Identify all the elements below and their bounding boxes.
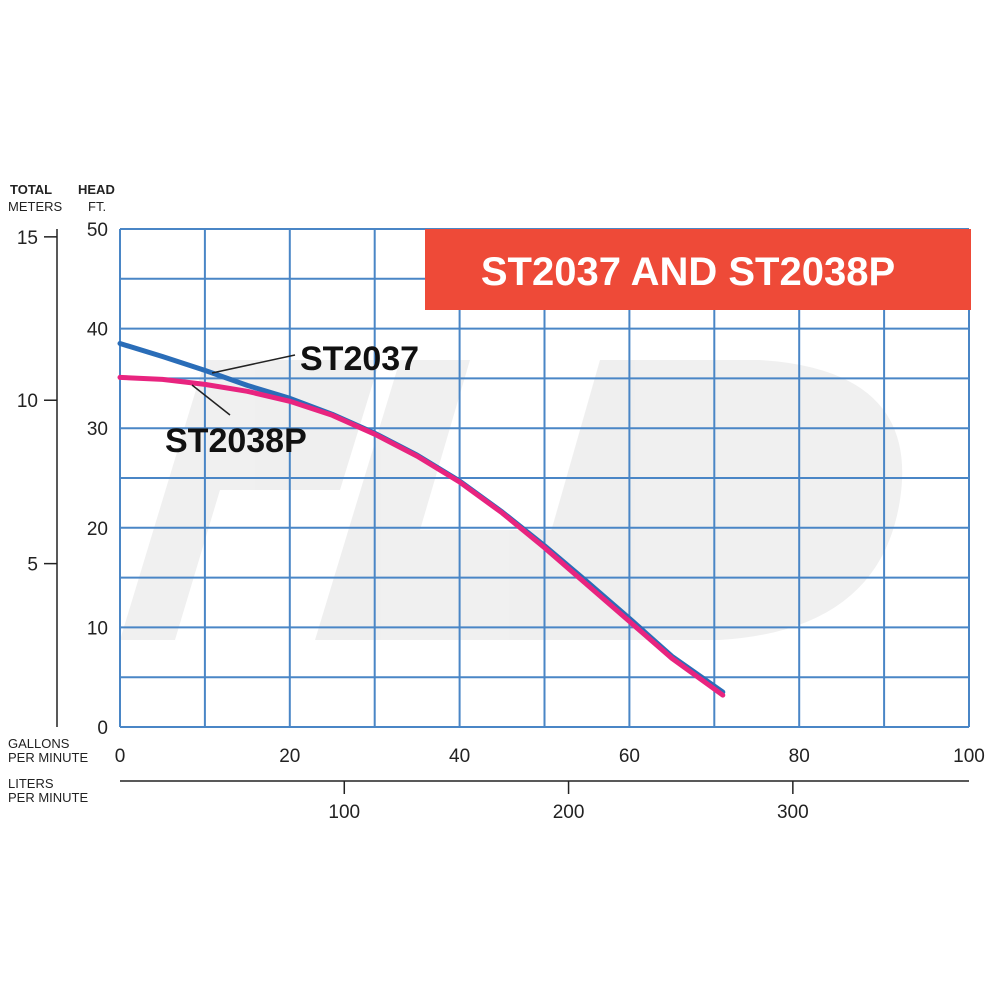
axes: 0 10 20 30 40 50 5 10 15 0 20 40 60 80 100 100 200 300 <box>17 220 985 823</box>
y-tick-ft: 10 <box>87 618 108 639</box>
x-tick-gpm: 20 <box>279 746 300 767</box>
x-tick-gpm: 40 <box>449 746 470 767</box>
left-axis-header-line1: TOTAL <box>10 182 52 197</box>
series-label-st2037: ST2037 <box>300 340 419 378</box>
x-label-lpm-line2: PER MINUTE <box>8 790 89 805</box>
x-tick-lpm: 300 <box>777 802 809 823</box>
y-tick-m: 15 <box>17 228 38 249</box>
right-axis-header-line1: HEAD <box>78 182 115 197</box>
x-tick-lpm: 200 <box>553 802 585 823</box>
y-tick-m: 5 <box>27 555 38 576</box>
st2038p-leader-line <box>191 384 231 416</box>
left-axis-header-line2: METERS <box>8 199 63 214</box>
y-tick-ft: 50 <box>87 220 108 241</box>
x-tick-gpm: 80 <box>789 746 810 767</box>
y-tick-ft: 20 <box>87 519 108 540</box>
title-box <box>425 229 971 310</box>
x-tick-gpm: 100 <box>953 746 985 767</box>
y-tick-m: 10 <box>17 391 38 412</box>
y-tick-ft: 30 <box>87 419 108 440</box>
series-line-st2038p <box>117 374 726 698</box>
chart-title: ST2037 AND ST2038P <box>481 250 895 294</box>
y-tick-ft: 40 <box>87 320 108 341</box>
x-label-lpm-line1: LITERS <box>8 776 54 791</box>
right-axis-header-line2: FT. <box>88 199 106 214</box>
series <box>117 341 726 698</box>
x-tick-gpm: 60 <box>619 746 640 767</box>
series-label-st2038p: ST2038P <box>165 422 307 460</box>
st2037-leader-line <box>211 354 296 374</box>
watermark-logo <box>120 360 903 640</box>
x-tick-gpm: 0 <box>115 746 126 767</box>
x-tick-lpm: 100 <box>328 802 360 823</box>
y-tick-ft: 0 <box>97 718 108 739</box>
x-label-gpm-line2: PER MINUTE <box>8 750 89 765</box>
x-label-gpm-line1: GALLONS <box>8 736 70 751</box>
